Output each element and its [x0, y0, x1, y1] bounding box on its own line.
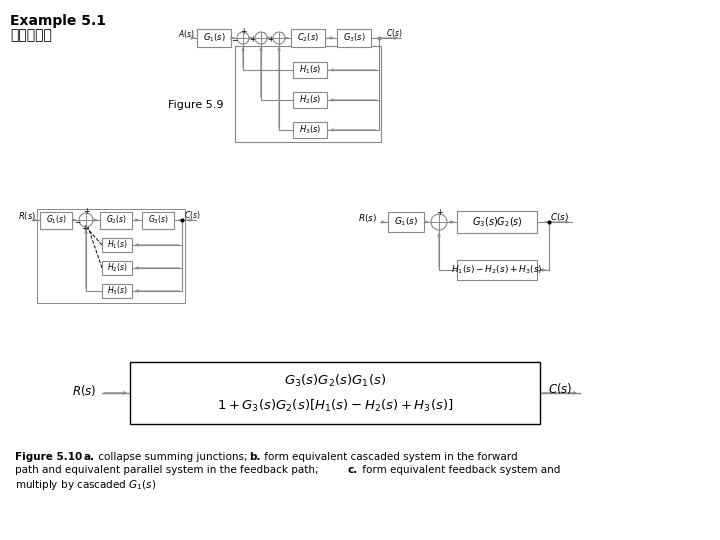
Text: $+$: $+$ [249, 34, 257, 44]
Bar [457, 260, 537, 280]
Text: $H_1(s)-H_2(s)+H_3(s)$: $H_1(s)-H_2(s)+H_3(s)$ [451, 264, 543, 276]
Text: $-$: $-$ [276, 26, 284, 36]
Text: $-$: $-$ [74, 217, 82, 226]
Text: $+$: $+$ [240, 26, 248, 36]
Text: $+$: $+$ [436, 207, 444, 217]
Text: $G_2(s)$: $G_2(s)$ [106, 214, 127, 226]
Bar [102, 238, 132, 252]
Text: $+$: $+$ [84, 206, 91, 216]
Text: $H_1(s)$: $H_1(s)$ [299, 64, 321, 76]
Text: $R(s)$: $R(s)$ [72, 382, 96, 397]
Text: $C(s)$: $C(s)$ [184, 209, 201, 221]
Text: $H_2(s)$: $H_2(s)$ [299, 94, 321, 106]
Bar [293, 122, 327, 138]
Circle shape [237, 32, 249, 44]
Text: $G_1(s)$: $G_1(s)$ [394, 216, 418, 228]
Text: Figure 5.9: Figure 5.9 [168, 100, 223, 110]
Text: $H_1(s)$: $H_1(s)$ [107, 239, 127, 251]
Text: 方塊圖化簡: 方塊圖化簡 [10, 28, 52, 42]
Bar [142, 212, 174, 228]
Text: $-$: $-$ [231, 35, 239, 44]
Text: $G_1(s)$: $G_1(s)$ [45, 214, 66, 226]
Text: a.: a. [83, 452, 94, 462]
Text: path and equivalent parallel system in the feedback path;: path and equivalent parallel system in t… [15, 465, 322, 475]
Bar [235, 46, 381, 142]
Text: $G_3(s)$: $G_3(s)$ [343, 32, 365, 44]
Text: $C_2(s)$: $C_2(s)$ [297, 32, 319, 44]
Bar [102, 284, 132, 298]
Text: $H_2(s)$: $H_2(s)$ [107, 262, 127, 274]
Text: multiply by cascaded $G_1(s)$: multiply by cascaded $G_1(s)$ [15, 478, 156, 492]
Text: $G_3(s)G_2(s)$: $G_3(s)G_2(s)$ [472, 215, 523, 229]
Text: $H_3(s)$: $H_3(s)$ [107, 285, 127, 297]
Text: $R(s)$: $R(s)$ [358, 212, 377, 224]
Text: $+$: $+$ [267, 34, 275, 44]
Circle shape [273, 32, 285, 44]
Text: $G_1(s)$: $G_1(s)$ [202, 32, 225, 44]
Text: $-$: $-$ [258, 26, 266, 36]
Bar [457, 211, 537, 233]
Text: $C(s)$: $C(s)$ [550, 211, 570, 223]
Text: form equivalent feedback system and: form equivalent feedback system and [359, 465, 560, 475]
Text: collapse summing junctions;: collapse summing junctions; [95, 452, 251, 462]
Text: $+$: $+$ [81, 223, 89, 233]
Bar [293, 62, 327, 78]
Text: b.: b. [249, 452, 261, 462]
Text: form equivalent cascaded system in the forward: form equivalent cascaded system in the f… [261, 452, 518, 462]
Text: c.: c. [347, 465, 357, 475]
Bar [197, 29, 231, 47]
Bar [130, 362, 540, 424]
Circle shape [431, 214, 447, 230]
Circle shape [255, 32, 267, 44]
Bar [337, 29, 371, 47]
Text: $G_3(s)G_2(s)G_1(s)$: $G_3(s)G_2(s)G_1(s)$ [284, 373, 386, 389]
Bar [388, 212, 424, 232]
Text: Figure 5.10: Figure 5.10 [15, 452, 82, 462]
Bar [293, 92, 327, 108]
Bar [291, 29, 325, 47]
Text: $G_3(s)$: $G_3(s)$ [148, 214, 168, 226]
Bar [102, 261, 132, 275]
Text: $C(s)$: $C(s)$ [548, 381, 572, 395]
Text: $C(s)$: $C(s)$ [386, 27, 402, 39]
Text: Example 5.1: Example 5.1 [10, 14, 106, 28]
Circle shape [79, 213, 93, 227]
Text: $1+G_3(s)G_2(s)[H_1(s)-H_2(s)+H_3(s)]$: $1+G_3(s)G_2(s)[H_1(s)-H_2(s)+H_3(s)]$ [217, 398, 453, 414]
Text: $A(s)$: $A(s)$ [178, 28, 195, 40]
Bar [40, 212, 72, 228]
Text: $H_3(s)$: $H_3(s)$ [299, 124, 321, 136]
Bar [37, 208, 185, 303]
Bar [100, 212, 132, 228]
Text: $R(s)$: $R(s)$ [18, 210, 36, 222]
